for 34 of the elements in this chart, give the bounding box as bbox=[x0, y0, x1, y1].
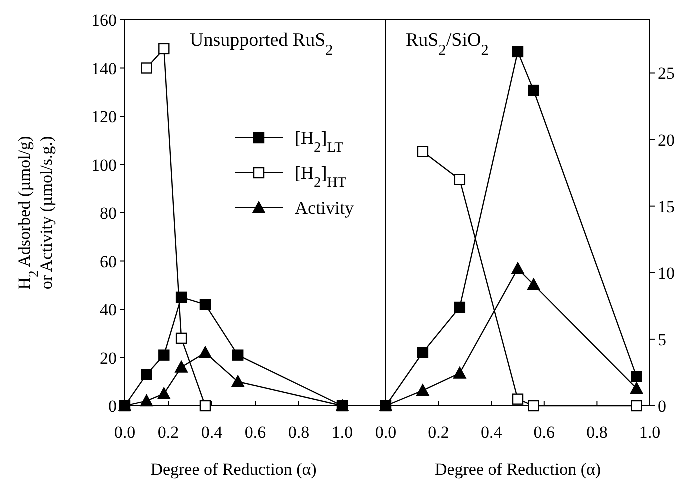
y-tick-label: 20 bbox=[100, 348, 117, 368]
y-tick-label: 140 bbox=[92, 59, 117, 78]
x-axis-title: Degree of Reduction (α) bbox=[150, 460, 317, 479]
y-tick-label: 100 bbox=[92, 156, 117, 175]
x-tick-label: 0.6 bbox=[534, 423, 556, 442]
legend-label: Activity bbox=[295, 198, 354, 218]
x-tick-label: 0.6 bbox=[244, 423, 266, 442]
x-tick-label: 0.8 bbox=[586, 423, 608, 442]
y-tick-label: 80 bbox=[100, 204, 117, 223]
text: Unsupported RuS$_{2}$ bbox=[190, 30, 334, 58]
legend-label: [H$_{2}$]$_{HT}$ bbox=[295, 163, 347, 191]
x-tick-label: 0.0 bbox=[375, 423, 397, 442]
y-tick-label: 40 bbox=[100, 300, 117, 320]
x-axis-title: Degree of Reduction (α) bbox=[434, 460, 602, 479]
y2-tick-label: 0 bbox=[658, 397, 666, 416]
x-tick-label: 0.4 bbox=[480, 423, 503, 442]
y2-tick-label: 10 bbox=[658, 264, 675, 283]
y-tick-label: 120 bbox=[92, 108, 117, 126]
y-tick-label: 160 bbox=[92, 11, 117, 30]
y2-tick-label: 25 bbox=[658, 64, 675, 84]
y-tick-label: 60 bbox=[100, 252, 117, 272]
legend-label: [H$_{2}$]$_{LT}$ bbox=[295, 128, 344, 156]
y2-tick-label: 15 bbox=[658, 197, 675, 216]
text: RuS$_{2}$/SiO$_{2}$ bbox=[406, 30, 489, 58]
x-tick-label: 0.4 bbox=[201, 423, 224, 442]
x-tick-label: 0.2 bbox=[158, 423, 180, 442]
y-tick-label: 0 bbox=[108, 397, 117, 416]
x-tick-label: 1.0 bbox=[332, 423, 354, 442]
x-tick-label: 0.8 bbox=[288, 423, 310, 442]
x-tick-label: 1.0 bbox=[639, 423, 661, 442]
x-tick-label: 0.0 bbox=[114, 423, 136, 442]
y2-tick-label: 5 bbox=[658, 330, 666, 350]
x-tick-label: 0.2 bbox=[428, 423, 450, 442]
y2-tick-label: 20 bbox=[658, 130, 675, 150]
